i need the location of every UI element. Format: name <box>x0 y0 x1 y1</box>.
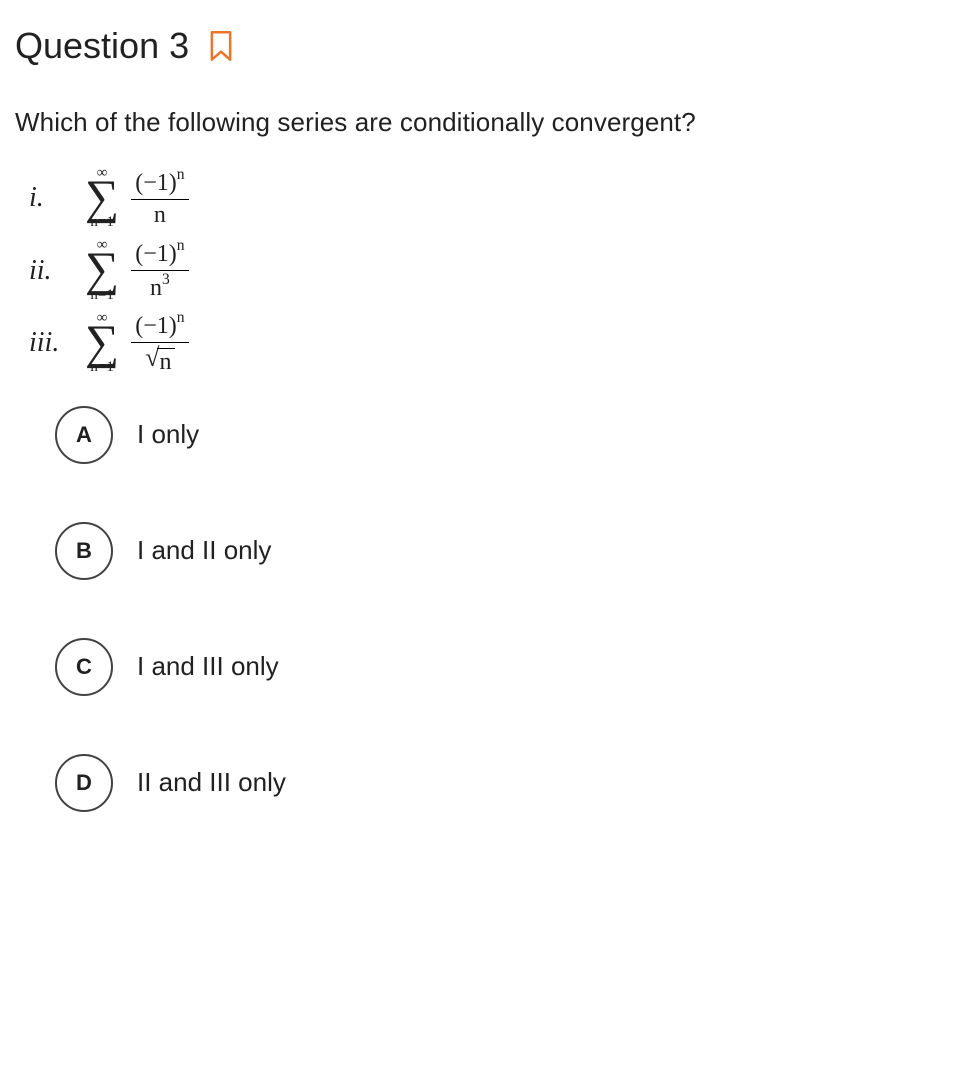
option-text: I and II only <box>137 535 271 566</box>
sigma-symbol: ∑ <box>85 179 119 217</box>
fraction-denominator: n <box>150 200 170 229</box>
series-item: i. ∞ ∑ n=1 (−1)n n <box>29 166 951 230</box>
option-letter-circle: A <box>55 406 113 464</box>
series-list: i. ∞ ∑ n=1 (−1)n n ii. ∞ ∑ n=1 <box>29 166 951 376</box>
option-b[interactable]: B I and II only <box>55 522 951 580</box>
sqrt: √ n <box>145 345 174 376</box>
option-text: I and III only <box>137 651 279 682</box>
series-numeral: iii. <box>29 327 77 359</box>
option-letter-circle: C <box>55 638 113 696</box>
question-header: Question 3 <box>15 25 951 67</box>
bookmark-icon[interactable] <box>207 30 235 62</box>
sigma-lower: n=1 <box>90 215 113 230</box>
option-c[interactable]: C I and III only <box>55 638 951 696</box>
series-numeral: i. <box>29 182 77 214</box>
option-letter-circle: B <box>55 522 113 580</box>
options-list: A I only B I and II only C I and III onl… <box>55 406 951 812</box>
fraction: (−1)n n <box>131 168 188 229</box>
option-text: II and III only <box>137 767 286 798</box>
fraction-numerator: (−1)n <box>131 168 188 200</box>
sigma-symbol: ∑ <box>85 251 119 289</box>
fraction-denominator: √ n <box>141 343 178 376</box>
fraction-numerator: (−1)n <box>131 311 188 343</box>
fraction: (−1)n √ n <box>131 311 188 376</box>
sigma-lower: n=1 <box>90 360 113 375</box>
question-title: Question 3 <box>15 25 189 67</box>
sigma: ∞ ∑ n=1 <box>85 311 119 375</box>
series-item: ii. ∞ ∑ n=1 (−1)n n3 <box>29 238 951 302</box>
fraction-numerator: (−1)n <box>131 239 188 271</box>
series-item: iii. ∞ ∑ n=1 (−1)n √ n <box>29 311 951 376</box>
option-a[interactable]: A I only <box>55 406 951 464</box>
option-d[interactable]: D II and III only <box>55 754 951 812</box>
question-prompt: Which of the following series are condit… <box>15 107 951 138</box>
fraction-denominator: n3 <box>146 271 174 302</box>
question-container: Question 3 Which of the following series… <box>0 0 966 895</box>
sigma: ∞ ∑ n=1 <box>85 166 119 230</box>
sigma-lower: n=1 <box>90 288 113 303</box>
fraction: (−1)n n3 <box>131 239 188 302</box>
option-letter-circle: D <box>55 754 113 812</box>
sigma: ∞ ∑ n=1 <box>85 238 119 302</box>
series-numeral: ii. <box>29 255 77 287</box>
sigma-symbol: ∑ <box>85 324 119 362</box>
option-text: I only <box>137 419 199 450</box>
